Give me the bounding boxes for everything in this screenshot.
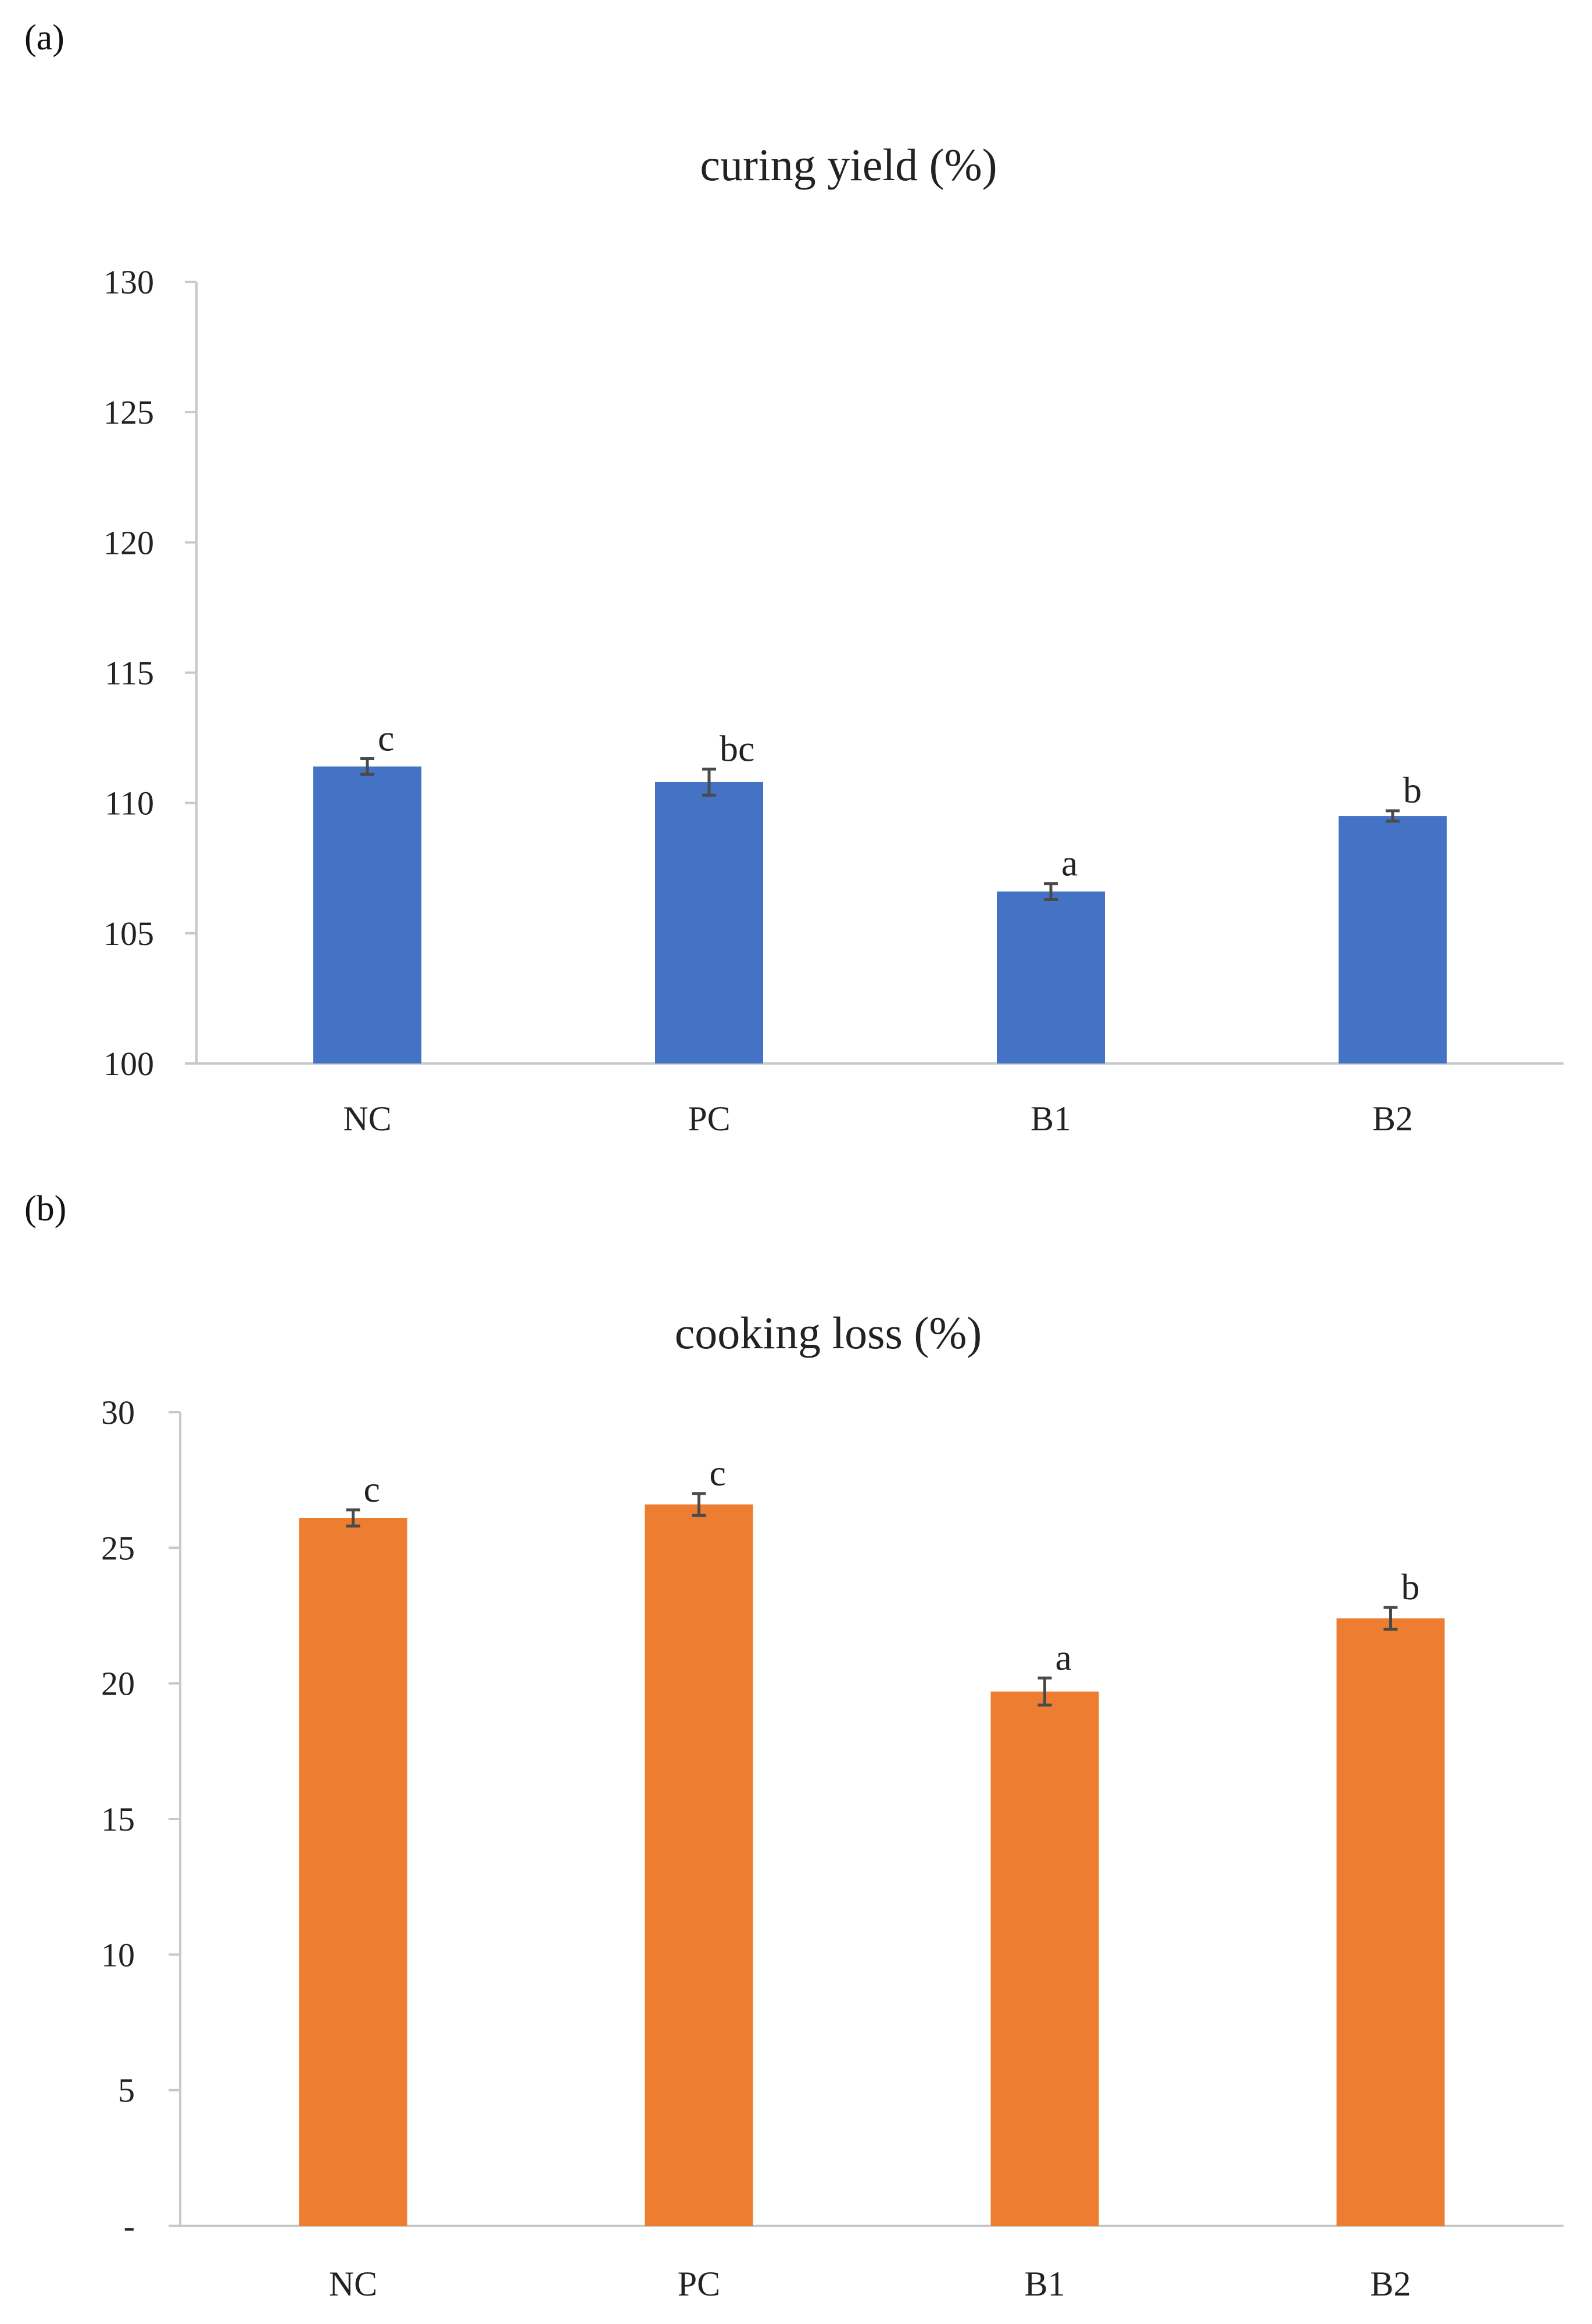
significance-label-NC: c [378, 717, 394, 758]
y-tick-label: 10 [101, 1936, 135, 1974]
y-tick-label: 130 [103, 263, 154, 301]
category-label-NC: NC [329, 2265, 377, 2303]
bar-B2 [1339, 816, 1447, 1063]
chart-cooking-loss: cooking loss (%) - 5 10 15 20 25 30 c NC c PC a B1 b B2 [101, 1308, 1564, 2303]
significance-label-B2: b [1401, 1566, 1420, 1607]
y-tick-label: 105 [103, 915, 154, 952]
panel-label-b: (b) [24, 1189, 67, 1229]
y-tick-label: 115 [105, 654, 154, 692]
y-tick-label: - [124, 2207, 135, 2245]
y-tick-label: 125 [103, 393, 154, 431]
bar-B2 [1336, 1618, 1445, 2226]
significance-label-B1: a [1056, 1637, 1072, 1678]
category-label-B1: B1 [1031, 1100, 1071, 1138]
y-tick-label: 25 [101, 1529, 135, 1567]
bar-B1 [997, 891, 1105, 1063]
category-label-B2: B2 [1372, 1100, 1413, 1138]
y-tick-label: 110 [105, 785, 154, 822]
category-label-NC: NC [343, 1100, 391, 1138]
chart-curing-yield: curing yield (%) 100 105 110 115 120 125 130 c NC… [103, 139, 1564, 1138]
chart-title: cooking loss (%) [675, 1308, 982, 1358]
y-tick-label: 20 [101, 1665, 135, 1703]
panel-label-a: (a) [24, 18, 65, 58]
y-tick-label: 30 [101, 1394, 135, 1431]
bar-PC [655, 782, 763, 1063]
significance-label-PC: c [710, 1452, 726, 1494]
bar-NC [299, 1518, 407, 2226]
significance-label-B1: a [1061, 843, 1078, 884]
y-tick-label: 120 [103, 524, 154, 561]
significance-label-PC: bc [720, 728, 754, 769]
category-label-B1: B1 [1024, 2265, 1065, 2303]
category-label-B2: B2 [1370, 2265, 1411, 2303]
y-tick-label: 100 [103, 1045, 154, 1083]
bar-B1 [990, 1691, 1099, 2226]
y-tick-label: 5 [118, 2072, 135, 2110]
bar-NC [313, 766, 421, 1063]
significance-label-NC: c [364, 1469, 380, 1510]
chart-title: curing yield (%) [700, 139, 997, 190]
y-tick-label: 15 [101, 1800, 135, 1838]
category-label-PC: PC [688, 1100, 730, 1138]
bar-PC [645, 1504, 753, 2226]
significance-label-B2: b [1403, 769, 1422, 811]
category-label-PC: PC [678, 2265, 720, 2303]
